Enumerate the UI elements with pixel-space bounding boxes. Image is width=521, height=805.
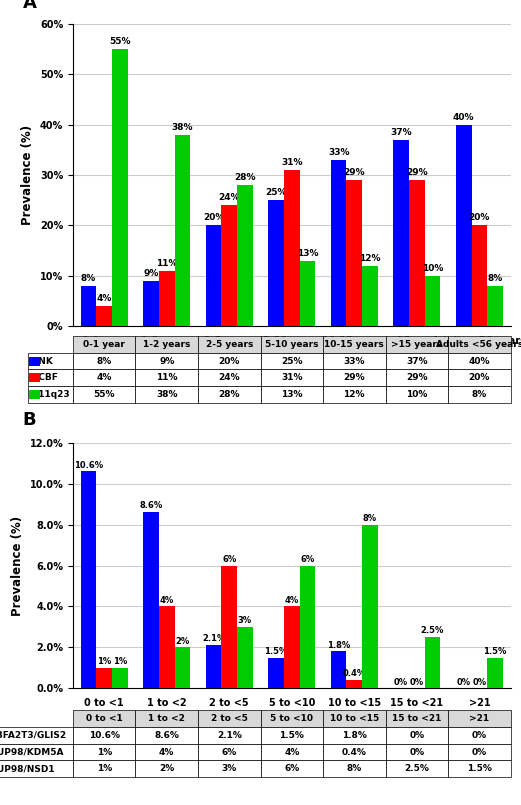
Text: 24%: 24% (218, 193, 240, 202)
Bar (487, 286, 503, 326)
Text: A: A (22, 0, 36, 12)
Bar (159, 606, 175, 688)
Text: 4%: 4% (159, 596, 174, 605)
Text: 3%: 3% (238, 616, 252, 625)
Text: 1.5%: 1.5% (483, 646, 506, 656)
Text: 37%: 37% (390, 128, 412, 137)
Bar (96, 306, 112, 326)
Bar (175, 134, 190, 326)
Bar (362, 266, 378, 326)
Text: 12%: 12% (359, 254, 381, 262)
Text: 40%: 40% (453, 113, 475, 122)
Y-axis label: Prevalence (%): Prevalence (%) (21, 125, 34, 225)
Text: 4%: 4% (96, 294, 112, 303)
Bar (331, 160, 346, 326)
Bar (237, 627, 253, 688)
Text: 8.6%: 8.6% (140, 502, 163, 510)
Text: 9%: 9% (143, 269, 159, 278)
Text: B: B (22, 411, 36, 429)
Text: 20%: 20% (468, 213, 490, 222)
Bar (268, 200, 284, 326)
Bar (284, 606, 300, 688)
Bar (159, 270, 175, 326)
Bar (221, 565, 237, 688)
Bar (206, 646, 221, 688)
Text: 0%: 0% (456, 678, 471, 687)
Text: 38%: 38% (171, 123, 193, 132)
Text: 8%: 8% (363, 514, 377, 522)
Text: 6%: 6% (222, 555, 237, 564)
Bar (81, 472, 96, 688)
Bar (175, 647, 190, 688)
Bar (143, 281, 159, 326)
Text: 2.1%: 2.1% (202, 634, 225, 643)
Bar (96, 668, 112, 688)
Text: 2.5%: 2.5% (421, 626, 444, 635)
Text: 29%: 29% (406, 168, 428, 177)
X-axis label: Age Group: Age Group (259, 351, 325, 361)
Text: 1%: 1% (97, 657, 111, 666)
Text: 8%: 8% (81, 274, 96, 283)
Text: 11%: 11% (156, 258, 178, 267)
Text: 10.6%: 10.6% (74, 460, 103, 469)
Bar (221, 205, 237, 326)
Text: 33%: 33% (328, 148, 350, 157)
Bar (81, 286, 96, 326)
Text: 25%: 25% (265, 188, 287, 197)
Bar (143, 512, 159, 688)
Text: 0.4%: 0.4% (343, 669, 366, 679)
Bar (362, 525, 378, 688)
Text: 31%: 31% (281, 158, 303, 167)
Text: 29%: 29% (343, 168, 365, 177)
Text: 6%: 6% (300, 555, 315, 564)
Bar (284, 170, 300, 326)
Bar (487, 658, 503, 688)
Text: 4%: 4% (284, 596, 299, 605)
Bar (472, 225, 487, 326)
Text: 1.8%: 1.8% (327, 641, 350, 650)
Text: 8%: 8% (487, 274, 503, 283)
Bar (425, 275, 440, 326)
Text: 1%: 1% (113, 657, 127, 666)
Text: 0%: 0% (472, 678, 487, 687)
Bar (346, 680, 362, 688)
Text: 1.5%: 1.5% (265, 646, 288, 656)
Bar (300, 261, 315, 326)
Text: 0%: 0% (394, 678, 408, 687)
Text: 55%: 55% (109, 37, 131, 46)
Text: 10%: 10% (421, 264, 443, 273)
Text: 0%: 0% (410, 678, 424, 687)
Text: 20%: 20% (203, 213, 225, 222)
Bar (237, 185, 253, 326)
Bar (112, 49, 128, 326)
Text: 13%: 13% (296, 249, 318, 258)
Bar (331, 651, 346, 688)
Bar (206, 225, 221, 326)
Bar (425, 637, 440, 688)
Y-axis label: Prevalence (%): Prevalence (%) (11, 515, 24, 616)
Bar (268, 658, 284, 688)
Text: 28%: 28% (234, 173, 256, 182)
Bar (346, 180, 362, 326)
Text: 2%: 2% (175, 637, 190, 646)
Bar (393, 140, 409, 326)
Bar (112, 668, 128, 688)
Bar (300, 565, 315, 688)
Bar (456, 125, 472, 326)
Bar (409, 180, 425, 326)
